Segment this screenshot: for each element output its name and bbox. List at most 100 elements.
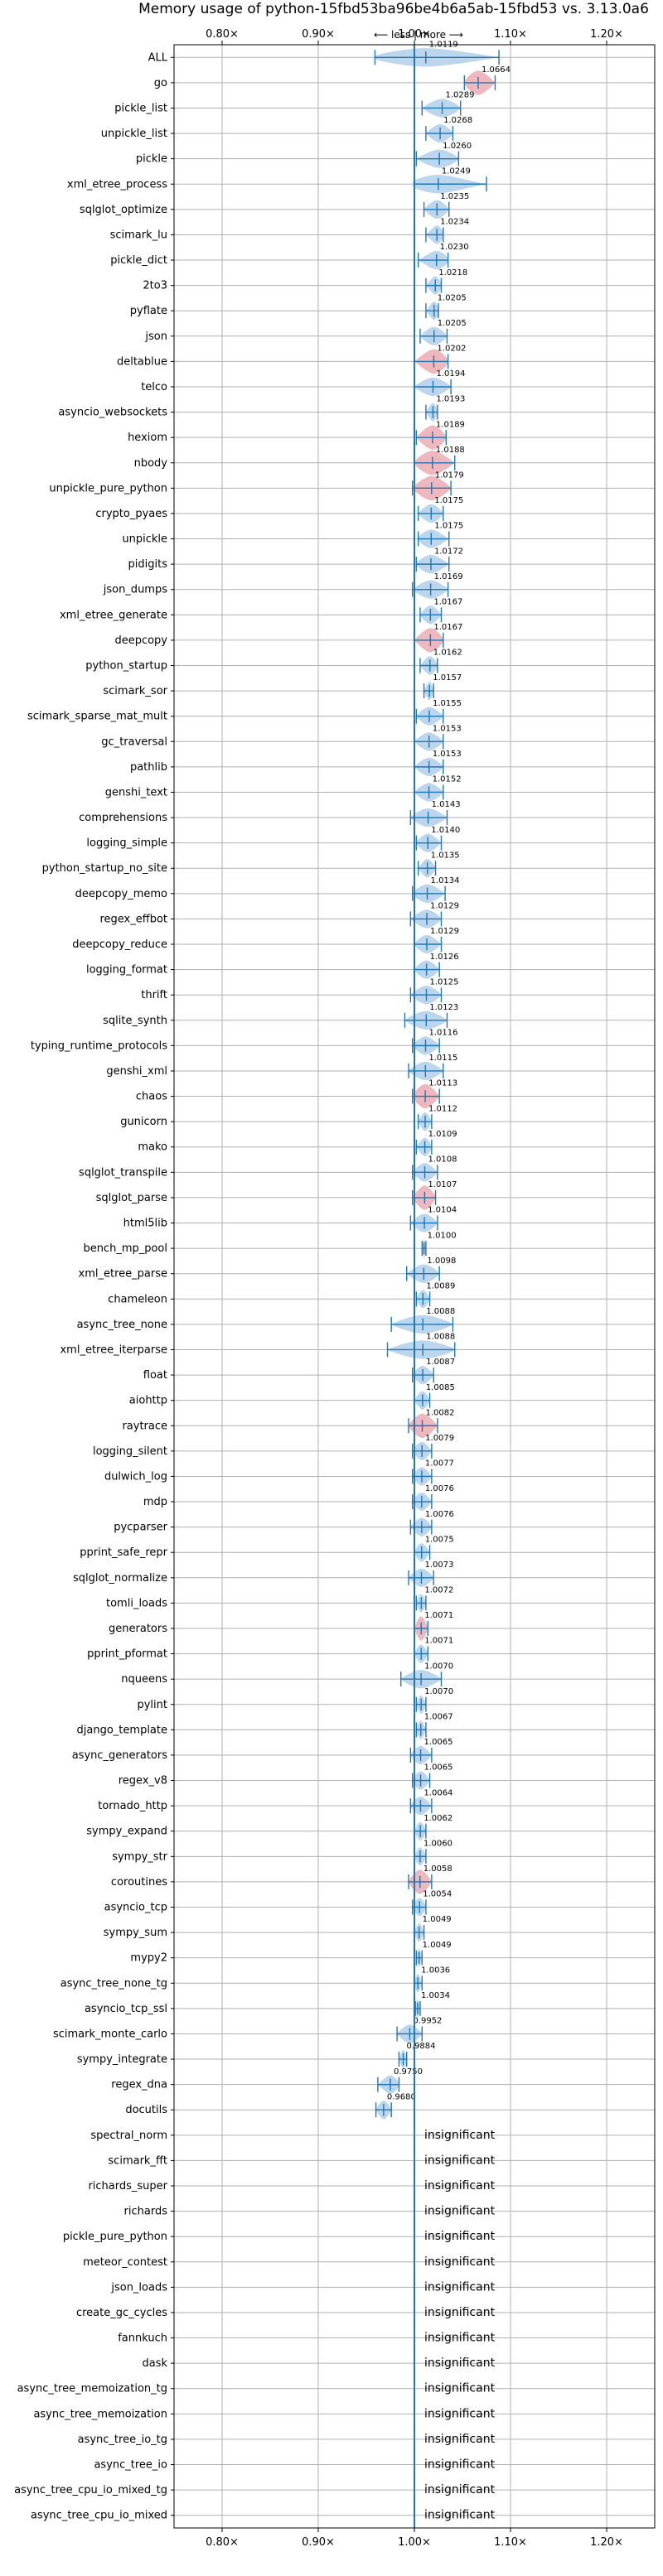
value-label: 0.9750	[394, 2067, 423, 2077]
value-label: 1.0202	[437, 345, 466, 354]
value-label: 1.0049	[423, 1915, 452, 1924]
insignificant-label: insignificant	[424, 2129, 496, 2142]
benchmark-violin: 1.0234	[425, 218, 469, 244]
benchmark-label: xml_etree_parse	[79, 1268, 167, 1281]
value-label: 1.0129	[430, 927, 459, 936]
benchmark-label: async_tree_memoization	[33, 2408, 167, 2420]
benchmark-label: aiohttp	[129, 1395, 167, 1407]
value-label: 1.0098	[427, 1257, 456, 1266]
benchmark-violin: 1.0049	[415, 1941, 452, 1967]
benchmark-violin: 1.0070	[415, 1687, 453, 1714]
benchmark-violin: 0.9680	[375, 2092, 416, 2120]
value-label: 1.0107	[428, 1180, 457, 1189]
value-label: 1.0070	[424, 1687, 453, 1696]
benchmark-label: hexiom	[128, 432, 167, 444]
value-label: 1.0070	[424, 1662, 453, 1671]
benchmark-label: xml_etree_process	[67, 178, 167, 191]
benchmark-label: crypto_pyaes	[95, 508, 167, 520]
benchmark-label: deepcopy	[114, 634, 167, 647]
benchmark-violin: 1.0115	[408, 1054, 457, 1081]
benchmark-label: tomli_loads	[106, 1597, 167, 1609]
insignificant-label: insignificant	[424, 2357, 496, 2370]
benchmark-violin: 0.9952	[396, 2017, 442, 2043]
value-label: 1.0109	[428, 1130, 457, 1139]
benchmark-label: pprint_safe_repr	[80, 1546, 167, 1559]
benchmark-label: unpickle	[122, 533, 167, 546]
value-label: 1.0129	[430, 902, 459, 911]
value-label: 1.0067	[424, 1713, 453, 1722]
value-label: 1.0249	[442, 166, 471, 176]
x-tick-label-bottom: 0.80×	[206, 2536, 239, 2549]
benchmark-label: regex_v8	[119, 1775, 167, 1787]
benchmark-violin: 1.0119	[374, 40, 500, 67]
benchmark-label: pyflate	[130, 305, 167, 317]
insignificant-label: insignificant	[424, 2382, 496, 2395]
benchmark-label: pickle_pure_python	[63, 2231, 167, 2243]
benchmark-label: asyncio_tcp	[104, 1902, 167, 1914]
benchmark-label: deltablue	[117, 355, 167, 368]
benchmark-label: raytrace	[122, 1420, 167, 1432]
benchmark-violin: 1.0060	[414, 1839, 452, 1866]
value-label: 1.0058	[423, 1864, 452, 1874]
value-label: 1.0060	[423, 1839, 452, 1848]
benchmark-violin: 1.0100	[421, 1231, 457, 1258]
value-label: 1.0049	[423, 1941, 452, 1950]
benchmark-violin: 1.0065	[411, 1763, 453, 1790]
benchmark-violin: 1.0205	[419, 319, 467, 346]
benchmark-label: deepcopy_reduce	[72, 938, 167, 951]
benchmark-violin: 1.0172	[415, 547, 463, 574]
benchmark-label: chaos	[136, 1091, 167, 1103]
benchmark-violin: 1.0268	[425, 116, 472, 143]
value-label: 1.0036	[421, 1966, 450, 1975]
insignificant-label: insignificant	[424, 2332, 496, 2345]
benchmark-label: pprint_pformat	[87, 1648, 167, 1661]
value-label: 1.0193	[436, 395, 465, 404]
benchmark-label: unpickle_pure_python	[49, 482, 167, 494]
benchmark-label: sqlglot_normalize	[73, 1572, 167, 1585]
benchmark-violin: 1.0065	[409, 1738, 453, 1765]
value-label: 1.0108	[428, 1155, 457, 1164]
plot-frame	[173, 44, 656, 2529]
benchmark-label: gc_traversal	[101, 736, 167, 748]
benchmark-label: async_tree_cpu_io_mixed_tg	[14, 2484, 167, 2496]
benchmark-label: json_loads	[110, 2281, 167, 2294]
benchmark-label: chameleon	[108, 1293, 167, 1305]
benchmark-label: sympy_integrate	[77, 2053, 167, 2066]
insignificant-label: insignificant	[424, 2280, 496, 2294]
benchmark-label: pycparser	[114, 1522, 167, 1534]
benchmark-label: html5lib	[123, 1218, 167, 1230]
benchmark-violin: 1.0175	[417, 522, 463, 548]
benchmark-label: genshi_xml	[106, 1065, 167, 1078]
benchmark-label: sqlglot_transpile	[79, 1166, 167, 1179]
value-label: 1.0076	[425, 1510, 454, 1519]
benchmark-label: nbody	[134, 457, 168, 470]
benchmark-label: async_tree_io_tg	[78, 2434, 167, 2446]
benchmark-label: deepcopy_memo	[75, 888, 167, 900]
benchmark-violin: 1.0036	[414, 1966, 450, 1993]
benchmark-violin: 1.0230	[417, 243, 469, 270]
benchmark-violin: 1.0218	[425, 268, 467, 295]
benchmark-violin: 1.0049	[414, 1915, 452, 1942]
value-label: 1.0112	[428, 1104, 457, 1113]
benchmark-label: bench_mp_pool	[83, 1242, 167, 1255]
benchmark-violin: 1.0079	[411, 1434, 454, 1461]
benchmark-label: sqlglot_parse	[96, 1192, 167, 1204]
benchmark-label: unpickle_list	[101, 128, 167, 140]
value-label: 1.0152	[433, 775, 462, 784]
value-label: 1.0218	[438, 268, 467, 277]
value-label: 1.0123	[429, 1003, 458, 1012]
value-label: 1.0082	[426, 1408, 455, 1417]
benchmark-violin: 1.0112	[417, 1104, 457, 1131]
x-tick-label-top: 1.20×	[590, 28, 623, 41]
insignificant-label: insignificant	[424, 2230, 496, 2243]
value-label: 1.0073	[424, 1561, 453, 1570]
benchmark-label: scimark_sor	[103, 685, 167, 697]
value-label: 1.0065	[424, 1763, 453, 1773]
benchmark-label: pidigits	[128, 558, 168, 571]
benchmark-violin: 1.0088	[390, 1307, 455, 1334]
benchmark-label: sympy_str	[112, 1850, 167, 1863]
benchmark-violin: 1.0062	[414, 1814, 452, 1840]
benchmark-violin: 1.0126	[414, 953, 459, 979]
